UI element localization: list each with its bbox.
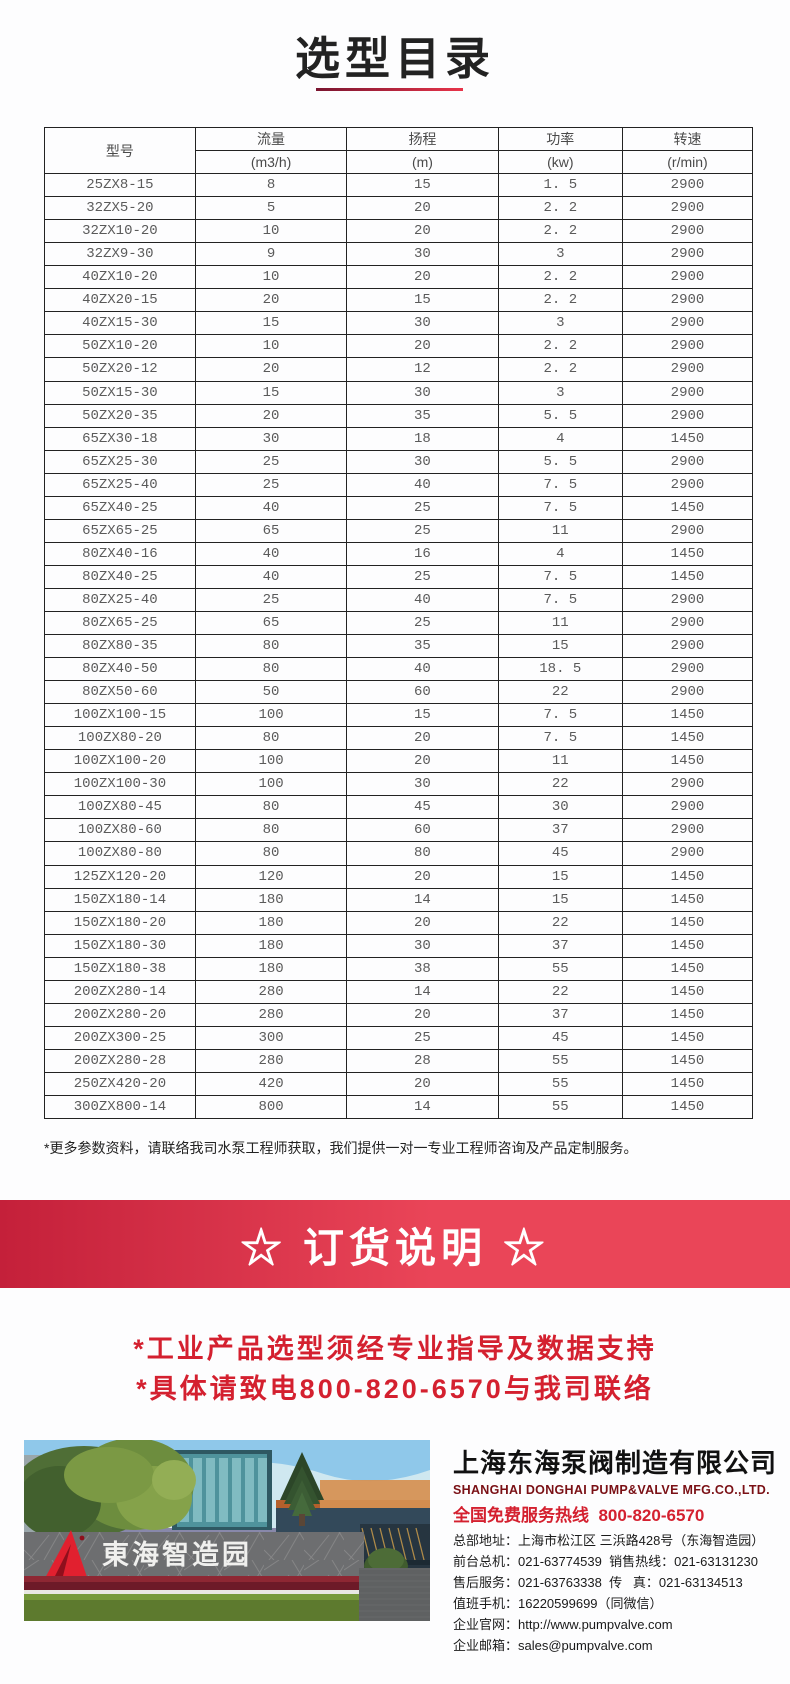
svg-text:東海智造园: 東海智造园 (102, 1540, 252, 1570)
